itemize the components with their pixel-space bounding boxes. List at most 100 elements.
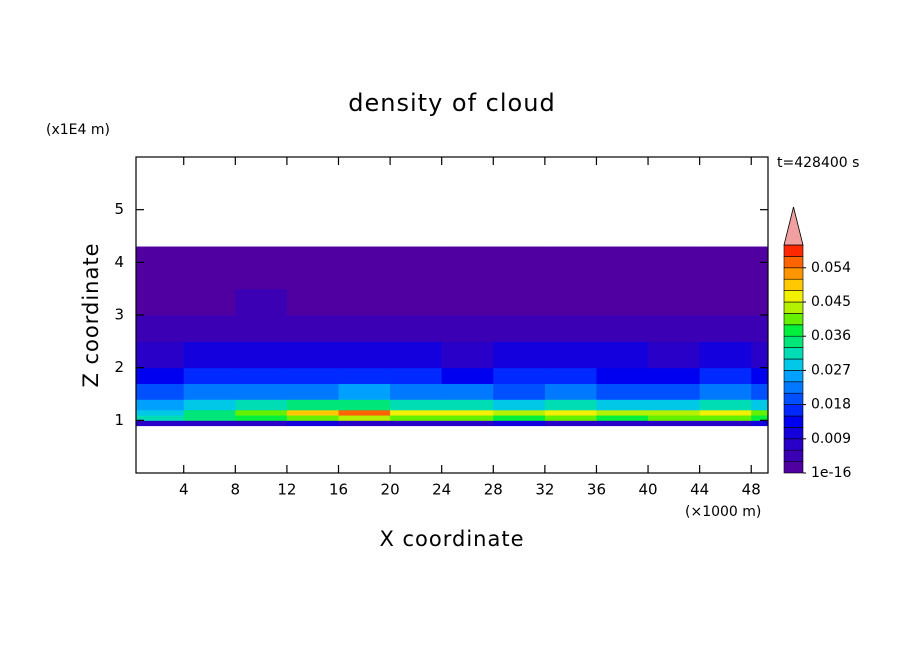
cell bbox=[338, 409, 391, 416]
y-tick-label: 2 bbox=[114, 358, 124, 376]
cell bbox=[390, 420, 443, 427]
colorbar-swatch bbox=[783, 301, 804, 314]
colorbar-tick-label: 0.027 bbox=[811, 362, 851, 378]
cell bbox=[183, 420, 236, 427]
cell bbox=[441, 341, 494, 369]
cell bbox=[286, 288, 339, 316]
cell bbox=[235, 415, 288, 421]
cell bbox=[699, 409, 752, 416]
cell bbox=[699, 383, 752, 400]
colorbar-swatch bbox=[783, 404, 804, 417]
x-tick-label: 44 bbox=[690, 481, 709, 499]
time-label: t=428400 s bbox=[777, 155, 859, 171]
cell bbox=[390, 315, 443, 342]
cell bbox=[751, 367, 769, 384]
colorbar-swatch bbox=[783, 392, 804, 405]
cell bbox=[390, 383, 443, 400]
cell bbox=[441, 383, 494, 400]
cell bbox=[390, 367, 443, 384]
cell bbox=[390, 246, 443, 290]
cell bbox=[338, 315, 391, 342]
x-tick-label: 28 bbox=[484, 481, 503, 499]
colorbar-swatch bbox=[783, 267, 804, 280]
colorbar-swatch bbox=[783, 278, 804, 291]
cell bbox=[338, 341, 391, 369]
cell bbox=[544, 341, 597, 369]
colorbar-swatch bbox=[783, 335, 804, 348]
cell bbox=[493, 315, 546, 342]
y-tick-label: 5 bbox=[114, 200, 124, 218]
cell bbox=[596, 246, 649, 290]
y-tick-label: 1 bbox=[114, 411, 124, 429]
cell bbox=[441, 420, 494, 427]
cell bbox=[751, 415, 769, 421]
cell bbox=[596, 420, 649, 427]
cell bbox=[544, 399, 597, 411]
cell bbox=[544, 315, 597, 342]
cell bbox=[751, 383, 769, 400]
colorbar-swatch bbox=[783, 324, 804, 337]
cell bbox=[596, 288, 649, 316]
cell bbox=[648, 288, 701, 316]
x-axis-label: X coordinate bbox=[379, 527, 524, 551]
colorbar-swatch bbox=[783, 438, 804, 451]
cell bbox=[235, 420, 288, 427]
cell bbox=[136, 420, 185, 427]
cell bbox=[544, 383, 597, 400]
cell bbox=[493, 246, 546, 290]
cell bbox=[136, 415, 185, 421]
colorbar-swatch bbox=[783, 313, 804, 326]
cell bbox=[338, 288, 391, 316]
cell bbox=[441, 367, 494, 384]
cell bbox=[235, 246, 288, 290]
cell bbox=[235, 367, 288, 384]
cell bbox=[286, 415, 339, 421]
cell bbox=[183, 315, 236, 342]
cell bbox=[390, 399, 443, 411]
colorbar-swatch bbox=[783, 427, 804, 440]
cell bbox=[235, 288, 288, 316]
cell bbox=[699, 315, 752, 342]
cell bbox=[648, 367, 701, 384]
cell bbox=[493, 420, 546, 427]
cell bbox=[338, 246, 391, 290]
cell bbox=[596, 383, 649, 400]
cell bbox=[751, 409, 769, 416]
cell bbox=[648, 315, 701, 342]
cell bbox=[544, 409, 597, 416]
cell bbox=[751, 246, 769, 290]
cell bbox=[648, 399, 701, 411]
cell bbox=[136, 246, 185, 290]
colorbar-tick-label: 0.045 bbox=[811, 294, 851, 310]
x-tick-label: 12 bbox=[277, 481, 296, 499]
cell bbox=[544, 246, 597, 290]
cell bbox=[441, 246, 494, 290]
cell bbox=[544, 420, 597, 427]
cell bbox=[390, 415, 443, 421]
cell bbox=[136, 341, 185, 369]
x-tick-label: 48 bbox=[742, 481, 761, 499]
cell bbox=[699, 367, 752, 384]
cell bbox=[544, 367, 597, 384]
cell bbox=[596, 367, 649, 384]
cell bbox=[441, 415, 494, 421]
x-tick-label: 24 bbox=[432, 481, 451, 499]
cell bbox=[183, 409, 236, 416]
cell bbox=[493, 409, 546, 416]
colorbar-swatch bbox=[783, 461, 804, 474]
cell bbox=[183, 341, 236, 369]
colorbar-swatch bbox=[783, 370, 804, 383]
x-tick-label: 16 bbox=[329, 481, 348, 499]
cell bbox=[544, 415, 597, 421]
cell bbox=[699, 415, 752, 421]
cell bbox=[751, 399, 769, 411]
cell bbox=[751, 288, 769, 316]
cell bbox=[441, 409, 494, 416]
cell bbox=[286, 383, 339, 400]
cell bbox=[136, 409, 185, 416]
cell bbox=[596, 315, 649, 342]
cell bbox=[286, 399, 339, 411]
y-tick-label: 4 bbox=[114, 253, 124, 271]
x-tick-label: 8 bbox=[231, 481, 241, 499]
